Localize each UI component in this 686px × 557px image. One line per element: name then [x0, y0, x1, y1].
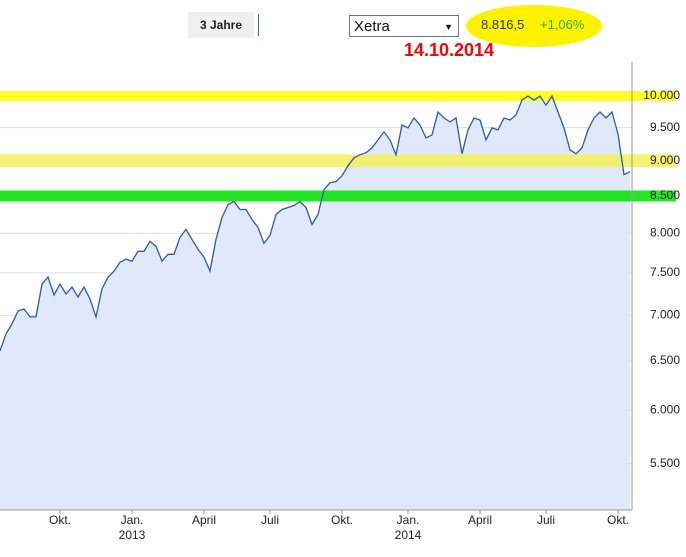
y-tick-label: 6.000	[650, 402, 680, 416]
y-tick-label: 9.000	[650, 153, 680, 167]
highlight-ellipse	[466, 5, 602, 47]
x-tick-label: Juli	[260, 513, 279, 527]
price-line	[0, 94, 631, 352]
highlight-band	[0, 91, 676, 102]
x-tick-label: Jan. 2013	[118, 513, 146, 542]
highlight-band	[0, 190, 676, 202]
x-tick-label: Okt.	[606, 513, 629, 527]
y-tick-label: 9.500	[650, 120, 680, 134]
exchange-select[interactable]: Xetra ▼	[349, 15, 459, 37]
y-tick-label: 7.500	[650, 265, 680, 279]
exchange-value: Xetra	[354, 18, 390, 35]
x-tick-label: Jan. 2014	[394, 513, 422, 542]
y-tick-label: 10.000	[643, 88, 680, 102]
y-tick-label: 8.500	[650, 188, 680, 202]
range-button[interactable]: 3 Jahre	[188, 12, 254, 38]
y-tick-label: 5.500	[650, 456, 680, 470]
y-tick-label: 7.000	[650, 308, 680, 322]
highlight-band	[0, 154, 676, 168]
last-price: 8.816,5	[481, 17, 525, 32]
y-tick-label: 8.000	[650, 225, 680, 239]
x-tick-label: Okt.	[48, 513, 71, 527]
price-change: +1,06%	[540, 17, 585, 32]
y-tick-label: 6.500	[650, 353, 680, 367]
dropdown-arrow: ▼	[444, 22, 453, 32]
x-tick-label: April	[191, 513, 216, 527]
date-annotation: 14.10.2014	[403, 40, 495, 60]
x-tick-label: Juli	[536, 513, 555, 527]
x-tick-label: Okt.	[330, 513, 353, 527]
x-tick-label: April	[467, 513, 492, 527]
separator	[258, 14, 259, 36]
